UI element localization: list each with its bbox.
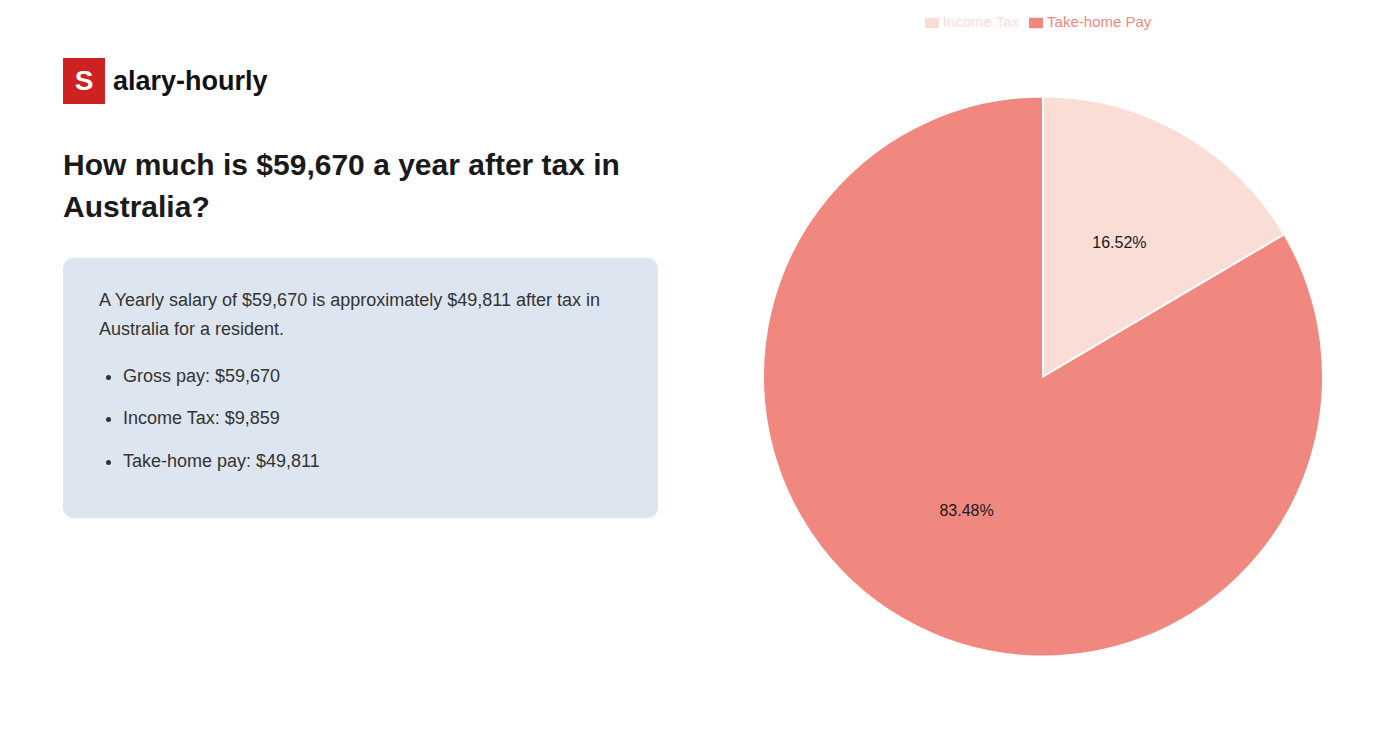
html-text:Take-home pay: $49,811: Take-home pay: $49,811	[123, 451, 320, 472]
svg-text:83.48%: 83.48%	[939, 502, 993, 519]
html-text:A Yearly salary of $59,670 is: A Yearly salary of $59,670 is approximat…	[99, 290, 600, 339]
html-text:S: S	[74, 65, 94, 96]
html-text:Gross pay: $59,670: Gross pay: $59,670	[123, 365, 281, 386]
html-text:Income Tax: $9,859: Income Tax: $9,859	[123, 408, 280, 429]
html-text:How much is $59,670 a year aft: How much is $59,670 a year after tax in …	[63, 148, 620, 223]
html-text:Income Tax: Income Tax	[942, 13, 1020, 30]
html-text:alary-hourly: alary-hourly	[113, 65, 268, 96]
svg-text:16.52%: 16.52%	[1092, 234, 1146, 251]
html-text:Take-home Pay: Take-home Pay	[1047, 13, 1152, 30]
